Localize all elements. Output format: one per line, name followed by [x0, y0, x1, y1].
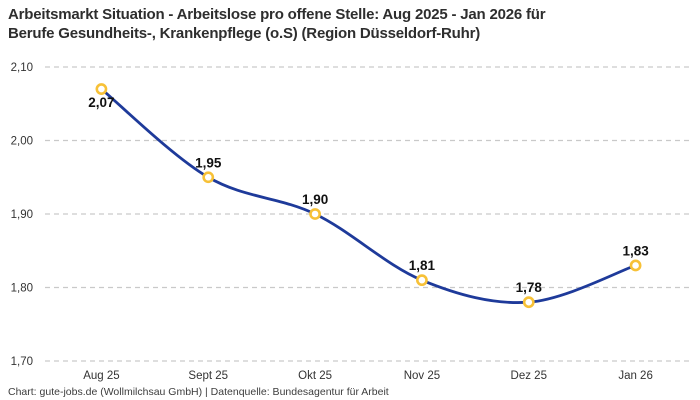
data-point-label: 1,83 — [622, 243, 649, 258]
y-axis-tick-label: 2,10 — [11, 62, 33, 74]
data-point-label: 1,78 — [516, 280, 543, 295]
data-point-marker[interactable] — [202, 171, 215, 184]
source-attribution: Chart: gute-jobs.de (Wollmilchsau GmbH) … — [8, 386, 389, 398]
data-point-marker[interactable] — [629, 259, 642, 272]
y-axis-tick-label: 1,80 — [11, 283, 33, 295]
data-point-label: 1,81 — [409, 258, 436, 273]
line-chart: 2,10 2,00 1,90 1,80 1,70 Aug 25 Sept 25 Okt 25 N… — [0, 55, 700, 387]
data-point-label: 1,95 — [195, 155, 222, 170]
y-axis-tick-label: 2,00 — [11, 136, 33, 148]
chart-title-line-2: Berufe Gesundheits-, Krankenpflege (o.S)… — [8, 25, 481, 42]
y-axis-tick-label: 1,90 — [11, 209, 33, 221]
x-axis-tick-label: Aug 25 — [83, 370, 119, 382]
chart-canvas: 2,10 2,00 1,90 1,80 1,70 Aug 25 Sept 25 Okt 25 N… — [11, 62, 689, 382]
data-point-label: 2,07 — [88, 95, 114, 110]
data-point-label: 1,90 — [302, 192, 328, 207]
y-axis-tick-label: 1,70 — [11, 356, 33, 368]
x-axis-tick-label: Sept 25 — [188, 370, 228, 382]
data-point-marker[interactable] — [416, 274, 428, 287]
chart-title: Arbeitsmarkt Situation - Arbeitslose pro… — [8, 5, 696, 43]
x-axis-tick-label: Okt 25 — [298, 370, 332, 382]
trend-line — [100, 87, 637, 304]
x-axis-tick-label: Nov 25 — [404, 370, 440, 382]
data-point-marker[interactable] — [309, 208, 321, 220]
x-axis-tick-label: Dez 25 — [511, 370, 547, 382]
chart-title-line-1: Arbeitsmarkt Situation - Arbeitslose pro… — [8, 6, 546, 23]
data-point-marker[interactable] — [522, 296, 535, 309]
x-axis-tick-label: Jan 26 — [618, 370, 653, 382]
data-point-marker[interactable] — [95, 83, 108, 95]
